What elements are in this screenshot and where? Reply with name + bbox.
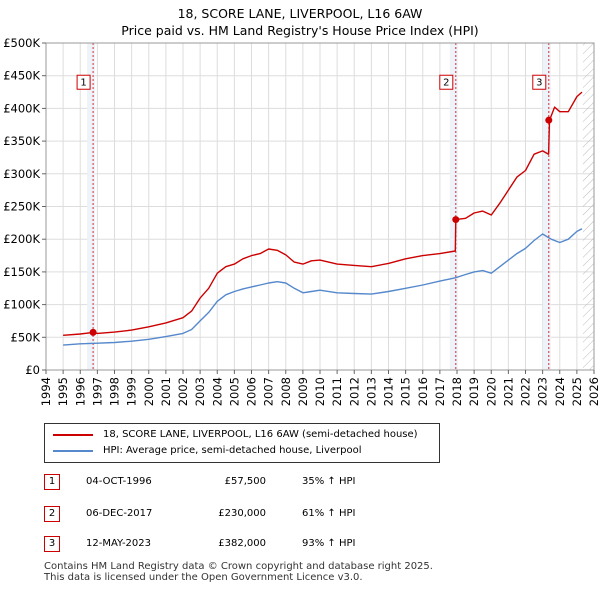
sale-price: £57,500 xyxy=(224,476,266,487)
price-chart: 1 2 3 £0 £50K £100K £150K £200K £250K £300K £350K… xyxy=(3,36,600,406)
sale-label-number: 2 xyxy=(443,78,449,89)
x-tick-label: 2025 xyxy=(570,377,584,406)
x-tick-label: 2002 xyxy=(176,377,190,406)
x-tick-label: 2009 xyxy=(296,377,310,406)
hpi-line xyxy=(63,228,583,346)
sale-band xyxy=(87,43,96,370)
sale-date: 06-DEC-2017 xyxy=(86,508,153,519)
x-tick-label: 1995 xyxy=(56,377,70,406)
chart-title: 18, SCORE LANE, LIVERPOOL, L16 6AW xyxy=(177,6,423,21)
x-tick-label: 2003 xyxy=(193,377,207,406)
legend-item-hpi: HPI: Average price, semi-detached house,… xyxy=(53,445,362,456)
sale-hpi-change: 93% ↑ HPI xyxy=(302,538,356,549)
x-tick-label: 2006 xyxy=(245,377,259,406)
x-tick-label: 2014 xyxy=(382,377,396,406)
y-tick-label: £450K xyxy=(3,69,40,83)
sale-row: 2 06-DEC-2017 £230,000 61% ↑ HPI xyxy=(44,506,464,524)
x-tick-label: 1998 xyxy=(108,377,122,406)
y-tick-label: £100K xyxy=(3,298,40,312)
x-tick-label: 2021 xyxy=(501,377,515,406)
sale-label-number: 1 xyxy=(80,78,86,89)
sale-row: 1 04-OCT-1996 £57,500 35% ↑ HPI xyxy=(44,474,464,492)
x-tick-label: 2005 xyxy=(227,377,241,406)
sale-date: 04-OCT-1996 xyxy=(86,476,152,487)
x-tick-label: 2004 xyxy=(210,377,224,406)
x-tick-label: 2024 xyxy=(553,377,567,406)
sale-row: 3 12-MAY-2023 £382,000 93% ↑ HPI xyxy=(44,536,464,554)
legend-swatch-property xyxy=(53,433,93,436)
footer-copyright: Contains HM Land Registry data © Crown c… xyxy=(44,561,433,572)
sale-number-badge: 1 xyxy=(44,474,60,490)
sale-hpi-change: 35% ↑ HPI xyxy=(302,476,356,487)
x-tick-label: 2008 xyxy=(279,377,293,406)
y-tick-label: £400K xyxy=(3,101,40,115)
sale-number-badge: 3 xyxy=(44,536,60,552)
sale-date: 12-MAY-2023 xyxy=(86,538,152,549)
x-tick-label: 2012 xyxy=(347,377,361,406)
sale-point xyxy=(89,328,97,336)
x-tick-label: 2017 xyxy=(433,377,447,406)
sale-hpi-change: 61% ↑ HPI xyxy=(302,508,356,519)
x-tick-label: 1999 xyxy=(125,377,139,406)
y-tick-label: £300K xyxy=(3,167,40,181)
sale-label-box xyxy=(532,74,547,90)
x-tick-label: 2020 xyxy=(484,377,498,406)
x-tick-label: 2023 xyxy=(536,377,550,406)
y-tick-label: £500K xyxy=(3,36,40,50)
property-price-line xyxy=(63,91,583,336)
chart-legend: 18, SCORE LANE, LIVERPOOL, L16 6AW (semi… xyxy=(44,423,440,463)
y-tick-label: £200K xyxy=(3,232,40,246)
x-tick-label: 2026 xyxy=(587,377,600,406)
footer-licence: This data is licensed under the Open Gov… xyxy=(44,572,363,583)
legend-swatch-hpi xyxy=(53,449,93,452)
sale-point xyxy=(452,216,460,224)
x-tick-label: 2001 xyxy=(159,377,173,406)
x-tick-label: 2019 xyxy=(467,377,481,406)
x-tick-label: 2007 xyxy=(262,377,276,406)
x-tick-label: 2013 xyxy=(364,377,378,406)
sale-band xyxy=(542,43,551,370)
legend-label-hpi: HPI: Average price, semi-detached house,… xyxy=(103,445,362,456)
y-tick-label: £0 xyxy=(25,363,40,377)
sale-point xyxy=(545,116,553,124)
y-tick-label: £350K xyxy=(3,134,40,148)
x-tick-label: 2000 xyxy=(142,377,156,406)
sale-label-box xyxy=(76,74,91,90)
y-tick-label: £250K xyxy=(3,200,40,214)
sale-label-number: 3 xyxy=(536,78,542,89)
x-tick-label: 2022 xyxy=(519,377,533,406)
x-tick-label: 1994 xyxy=(39,377,53,406)
y-tick-label: £150K xyxy=(3,265,40,279)
x-tick-label: 2018 xyxy=(450,377,464,406)
chart-subtitle: Price paid vs. HM Land Registry's House … xyxy=(121,23,479,38)
x-tick-label: 1996 xyxy=(73,377,87,406)
sale-number-badge: 2 xyxy=(44,506,60,522)
future-hatch-region xyxy=(582,43,594,370)
sale-price: £382,000 xyxy=(218,538,266,549)
legend-label-property: 18, SCORE LANE, LIVERPOOL, L16 6AW (semi… xyxy=(103,429,418,440)
x-tick-label: 2011 xyxy=(330,377,344,406)
x-tick-label: 2010 xyxy=(313,377,327,406)
sale-band xyxy=(449,43,458,370)
x-tick-label: 1997 xyxy=(90,377,104,406)
x-tick-label: 2016 xyxy=(416,377,430,406)
sale-label-box xyxy=(439,74,454,90)
x-tick-label: 2015 xyxy=(399,377,413,406)
y-tick-label: £50K xyxy=(11,330,41,344)
legend-item-property: 18, SCORE LANE, LIVERPOOL, L16 6AW (semi… xyxy=(53,429,418,440)
sale-price: £230,000 xyxy=(218,508,266,519)
